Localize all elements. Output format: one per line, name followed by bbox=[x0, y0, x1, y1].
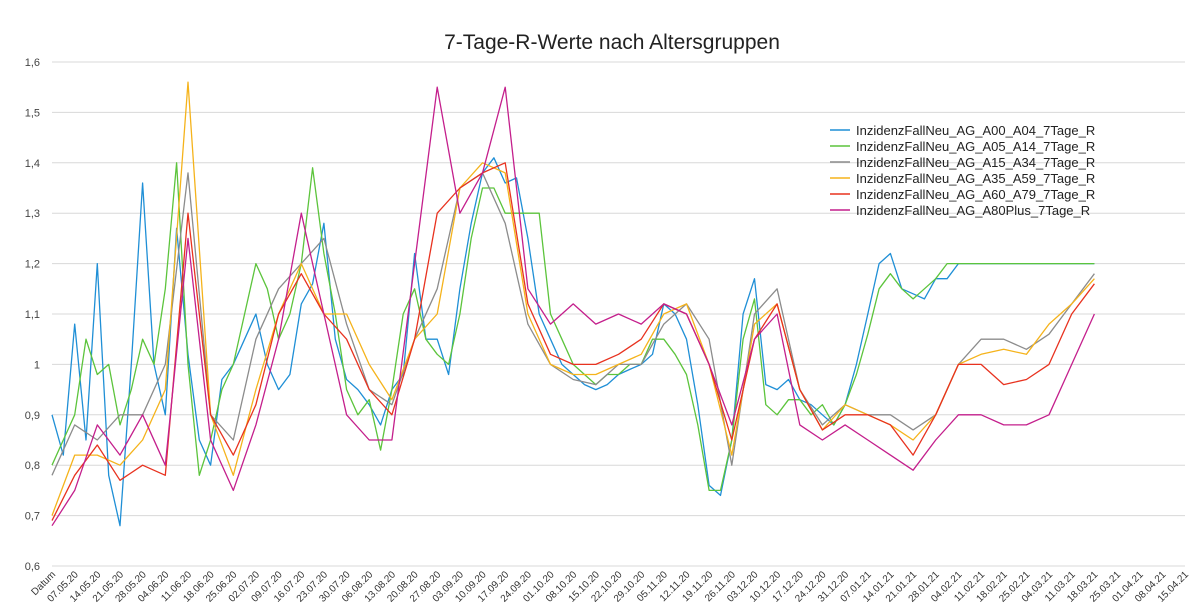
y-tick-label: 1,3 bbox=[25, 208, 40, 220]
y-tick-label: 0,7 bbox=[25, 511, 40, 523]
y-tick-label: 1 bbox=[34, 359, 40, 371]
y-tick-label: 0,8 bbox=[25, 460, 40, 472]
y-tick-label: 1,1 bbox=[25, 309, 40, 321]
legend-label: InzidenzFallNeu_AG_A35_A59_7Tage_R bbox=[856, 171, 1095, 186]
chart-title: 7-Tage-R-Werte nach Altersgruppen bbox=[444, 31, 780, 54]
series-lines bbox=[51, 81, 1095, 527]
y-tick-label: 1,6 bbox=[25, 57, 40, 69]
series-line bbox=[51, 86, 1095, 527]
y-axis-ticks: 0,6 0,7 0,8 0,9 1 1,1 1,2 1,3 1,4 1,5 1,6 bbox=[25, 57, 40, 573]
y-tick-label: 1,5 bbox=[25, 107, 40, 119]
legend-label: InzidenzFallNeu_AG_A60_A79_7Tage_R bbox=[856, 187, 1095, 202]
y-tick-label: 1,2 bbox=[25, 259, 40, 271]
series-line bbox=[51, 172, 1095, 476]
legend-label: InzidenzFallNeu_AG_A00_A04_7Tage_R bbox=[856, 123, 1095, 138]
y-tick-label: 0,9 bbox=[25, 410, 40, 422]
series-line bbox=[51, 162, 1095, 521]
series-line bbox=[51, 81, 1095, 516]
legend-label: InzidenzFallNeu_AG_A80Plus_7Tage_R bbox=[856, 203, 1090, 218]
y-tick-label: 1,4 bbox=[25, 158, 40, 170]
y-tick-label: 0,6 bbox=[25, 561, 40, 573]
x-axis-ticks: Datum07.05.2014.05.2021.05.2028.05.2004.… bbox=[30, 569, 1192, 605]
legend-label: InzidenzFallNeu_AG_A15_A34_7Tage_R bbox=[856, 155, 1095, 170]
legend-label: InzidenzFallNeu_AG_A05_A14_7Tage_R bbox=[856, 139, 1095, 154]
legend: InzidenzFallNeu_AG_A00_A04_7Tage_RInzide… bbox=[830, 123, 1095, 218]
